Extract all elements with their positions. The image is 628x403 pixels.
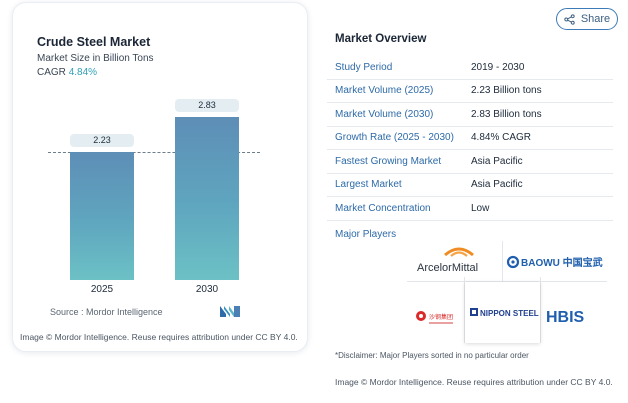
overview-value: 4.84% CAGR — [471, 132, 532, 143]
overview-row-growth-rate: Growth Rate (2025 - 2030) 4.84% CAGR — [327, 127, 613, 150]
logo-divider — [540, 277, 541, 343]
baowu-logo: BAOWU 中国宝武 — [503, 241, 607, 281]
overview-value: Asia Pacific — [471, 156, 523, 167]
hbis-logo: HBIS — [541, 282, 607, 343]
cagr-value: 4.84% — [68, 67, 98, 78]
image-credit-right: Image © Mordor Intelligence. Reuse requi… — [335, 377, 613, 387]
overview-value: Low — [471, 203, 490, 214]
image-credit: Image © Mordor Intelligence. Reuse requi… — [20, 332, 298, 342]
overview-row-volume-2030: Market Volume (2030) 2.83 Billion tons — [327, 104, 613, 127]
share-button[interactable]: Share — [556, 8, 618, 30]
overview-row-volume-2025: Market Volume (2025) 2.23 Billion tons — [327, 80, 613, 103]
baowu-text: BAOWU 中国宝武 — [521, 256, 603, 269]
nippon-steel-logo: NIPPON STEEL — [465, 282, 540, 343]
overview-value: Asia Pacific — [471, 179, 523, 190]
overview-row-study-period: Study Period 2019 - 2030 — [327, 57, 613, 80]
x-tick-label: 2025 — [90, 284, 114, 295]
overview-value: 2.23 Billion tons — [471, 85, 542, 96]
cagr-label: CAGR — [37, 67, 66, 78]
hbis-text: HBIS — [546, 309, 585, 326]
overview-value: 2.83 Billion tons — [471, 109, 542, 120]
share-label: Share — [580, 13, 611, 25]
bar-value-label: 2.83 — [175, 99, 239, 112]
logo-divider — [407, 281, 607, 282]
bar-2030 — [175, 117, 239, 280]
overview-key[interactable]: Market Volume (2025) — [335, 85, 434, 96]
arcelormittal-text: ArcelorMittal — [417, 262, 478, 274]
disclaimer-text: *Disclaimer: Major Players sorted in no … — [335, 351, 529, 360]
x-tick-label: 2030 — [195, 284, 219, 295]
player-logos: ArcelorMittal BAOWU 中国宝武 沙钢集团 NIPPON STE… — [407, 241, 607, 343]
overview-key[interactable]: Study Period — [335, 62, 393, 73]
overview-row-largest-market: Largest Market Asia Pacific — [327, 174, 613, 197]
overview-title: Market Overview — [335, 33, 427, 45]
overview-key[interactable]: Fastest Growing Market — [335, 156, 442, 167]
overview-value: 2019 - 2030 — [471, 62, 525, 73]
shagang-logo: 沙钢集团 — [407, 282, 464, 343]
overview-row-fastest-growing: Fastest Growing Market Asia Pacific — [327, 151, 613, 174]
source-text: Source : Mordor Intelligence — [50, 307, 163, 317]
mordor-logo-icon — [220, 306, 240, 317]
shagang-text: 沙钢集团 — [429, 313, 453, 321]
chart-card — [12, 2, 308, 352]
overview-key[interactable]: Market Concentration — [335, 203, 431, 214]
bar-value-label: 2.23 — [70, 133, 134, 147]
cagr-line: CAGR 4.84% — [37, 67, 97, 78]
logo-divider — [502, 241, 503, 281]
arcelormittal-logo: ArcelorMittal — [407, 241, 502, 281]
overview-key[interactable]: Growth Rate (2025 - 2030) — [335, 132, 454, 143]
logo-divider — [464, 277, 465, 343]
major-players-label[interactable]: Major Players — [335, 229, 397, 240]
overview-key[interactable]: Market Volume (2030) — [335, 109, 434, 120]
overview-row-concentration: Market Concentration Low — [327, 198, 613, 221]
chart-title: Crude Steel Market — [37, 35, 151, 49]
bar-2025 — [70, 151, 134, 280]
chart-subtitle: Market Size in Billion Tons — [37, 53, 154, 64]
share-icon — [564, 13, 575, 25]
overview-key[interactable]: Largest Market — [335, 179, 402, 190]
reference-dashed-line — [48, 152, 260, 153]
nippon-steel-text: NIPPON STEEL — [480, 309, 539, 318]
